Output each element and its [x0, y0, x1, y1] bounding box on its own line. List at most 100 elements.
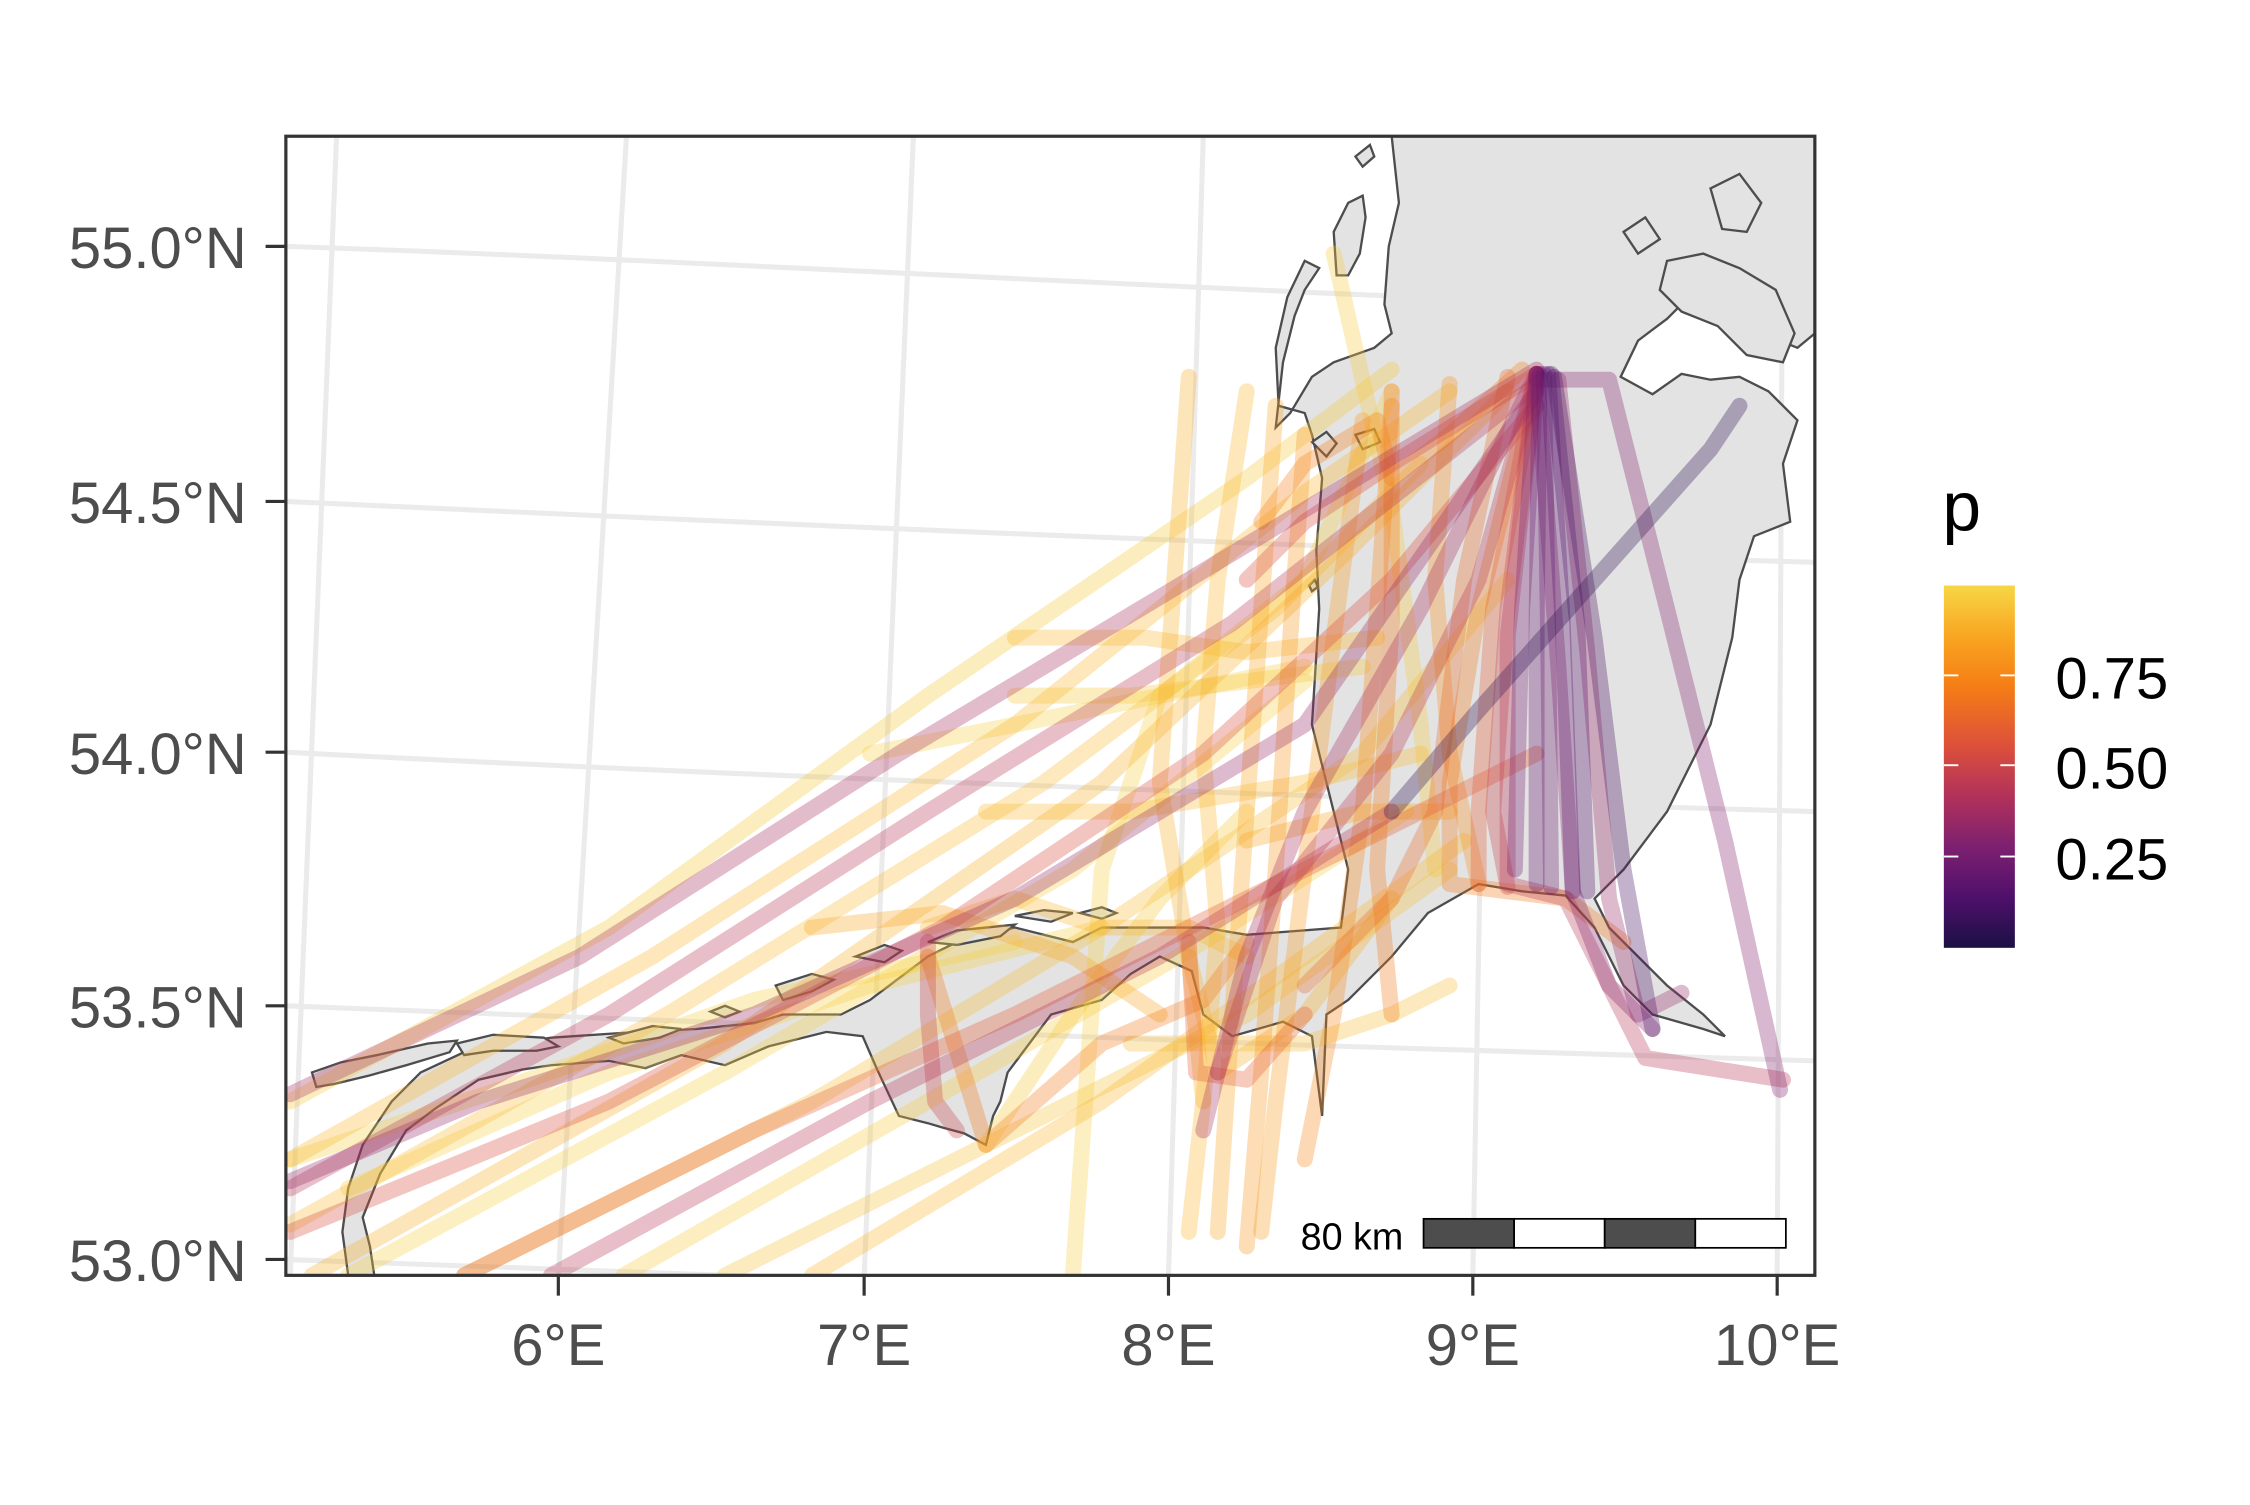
- y-axis: 55.0°N 54.5°N 54.0°N 53.5°N 53.0°N: [69, 217, 286, 1294]
- y-tick-label: 55.0°N: [69, 217, 247, 281]
- track-line: [1528, 371, 1789, 1098]
- island-fohr: [1353, 427, 1382, 451]
- track-line: [919, 934, 1255, 1153]
- x-tick-label: 8°E: [1121, 1314, 1215, 1378]
- track-line: [1180, 383, 1255, 1240]
- legend-label: 0.75: [2055, 648, 2168, 712]
- track-line: [1441, 365, 1632, 950]
- island-romo: [1353, 143, 1376, 169]
- track-line: [1253, 361, 1531, 530]
- track-line: [1535, 365, 1560, 895]
- island-terschelling: [605, 1024, 682, 1045]
- mainland-landmass: [341, 136, 1815, 1276]
- x-tick-label: 9°E: [1426, 1314, 1520, 1378]
- track-line: [1238, 365, 1545, 588]
- track-line: [1528, 365, 1548, 893]
- track-line: [1064, 383, 1400, 1276]
- land: [310, 136, 1815, 1276]
- track-line: [1006, 629, 1386, 661]
- track-line: [456, 745, 1545, 1276]
- track-line: [615, 803, 1415, 1276]
- track-line: [1209, 365, 1545, 1081]
- track-line: [1540, 365, 1581, 900]
- track-line: [1485, 365, 1545, 895]
- track-line: [1006, 658, 1371, 704]
- track-line: [285, 361, 1545, 1103]
- island-wangerooge: [1075, 906, 1120, 921]
- track-line: [1195, 365, 1545, 1139]
- track-line: [340, 919, 1110, 1197]
- track-line: [861, 658, 1313, 762]
- tracks-layer: [285, 245, 1791, 1276]
- legend-label: 0.25: [2055, 829, 2168, 893]
- track-line: [285, 383, 1545, 1190]
- track-line: [1180, 934, 1313, 1088]
- colorbar-legend: p 0.75 0.50 0.25: [1942, 467, 2168, 948]
- track-line: [1296, 368, 1516, 994]
- scale-segment-1: [1422, 1217, 1515, 1249]
- track-line: [1383, 397, 1748, 820]
- track-line: [543, 803, 1400, 1276]
- y-tick-label: 54.5°N: [69, 472, 247, 536]
- scale-bar-label: 80 km: [1301, 1215, 1404, 1257]
- island-ameland: [707, 1004, 743, 1019]
- track-line: [285, 397, 1545, 1240]
- track-line: [803, 905, 1168, 1023]
- track-line: [303, 383, 1516, 1276]
- scale-bar: 80 km: [1301, 1215, 1787, 1257]
- island-texel: [310, 1039, 460, 1089]
- track-line: [1470, 365, 1545, 893]
- y-tick-label: 53.0°N: [69, 1230, 247, 1294]
- track-line: [1427, 376, 1487, 893]
- legend-title: p: [1942, 467, 1981, 545]
- track-line: [919, 934, 965, 1139]
- track-line: [977, 803, 1255, 1153]
- track-line: [1253, 412, 1371, 1240]
- track-line: [1325, 245, 1444, 878]
- island-norderney: [927, 923, 1019, 947]
- track-line: [285, 361, 1400, 1110]
- track-line: [285, 455, 1429, 1233]
- x-tick-label: 7°E: [817, 1314, 911, 1378]
- track-line: [1369, 383, 1400, 1023]
- track-line: [456, 571, 1516, 1276]
- track-line: [340, 673, 1313, 1276]
- track-line: [919, 890, 1255, 965]
- track-line: [1238, 803, 1458, 849]
- track-line: [1550, 371, 1690, 1023]
- y-tick-label: 53.5°N: [69, 977, 247, 1041]
- legend-label: 0.50: [2055, 737, 2168, 801]
- scale-segment-4: [1694, 1217, 1787, 1249]
- island-east-3: [1621, 215, 1662, 256]
- track-line: [285, 934, 1023, 1168]
- track-line: [717, 861, 1458, 1276]
- panel-border: [284, 134, 1817, 1277]
- track-line: [1209, 397, 1284, 1240]
- island-vlieland: [455, 1033, 562, 1057]
- track-line: [1543, 365, 1596, 900]
- track-line: [1180, 890, 1400, 1081]
- island-helgoland: [1307, 577, 1320, 594]
- x-axis: 6°E 7°E 8°E 9°E 10°E: [511, 1275, 1840, 1378]
- y-tick-label: 54.0°N: [69, 723, 247, 787]
- island-sylt: [1332, 193, 1367, 277]
- x-tick-label: 10°E: [1714, 1314, 1840, 1378]
- track-line: [1151, 368, 1212, 1110]
- colorbar: [1943, 585, 2015, 948]
- island-borkum: [851, 943, 905, 964]
- track-line: [977, 745, 1429, 820]
- track-line: [1528, 365, 1661, 1037]
- scale-segment-2: [1513, 1217, 1606, 1249]
- track-line: [1499, 365, 1791, 1088]
- track-line: [285, 383, 1458, 1168]
- island-schiermonnikoog: [774, 972, 837, 1002]
- island-amrum: [1310, 430, 1339, 459]
- track-line: [285, 376, 1545, 1197]
- island-east-2: [1709, 172, 1763, 234]
- track-line: [1506, 365, 1545, 878]
- track-line: [1122, 977, 1458, 1052]
- track-line: [1238, 426, 1313, 1255]
- track-line: [1546, 368, 1661, 1037]
